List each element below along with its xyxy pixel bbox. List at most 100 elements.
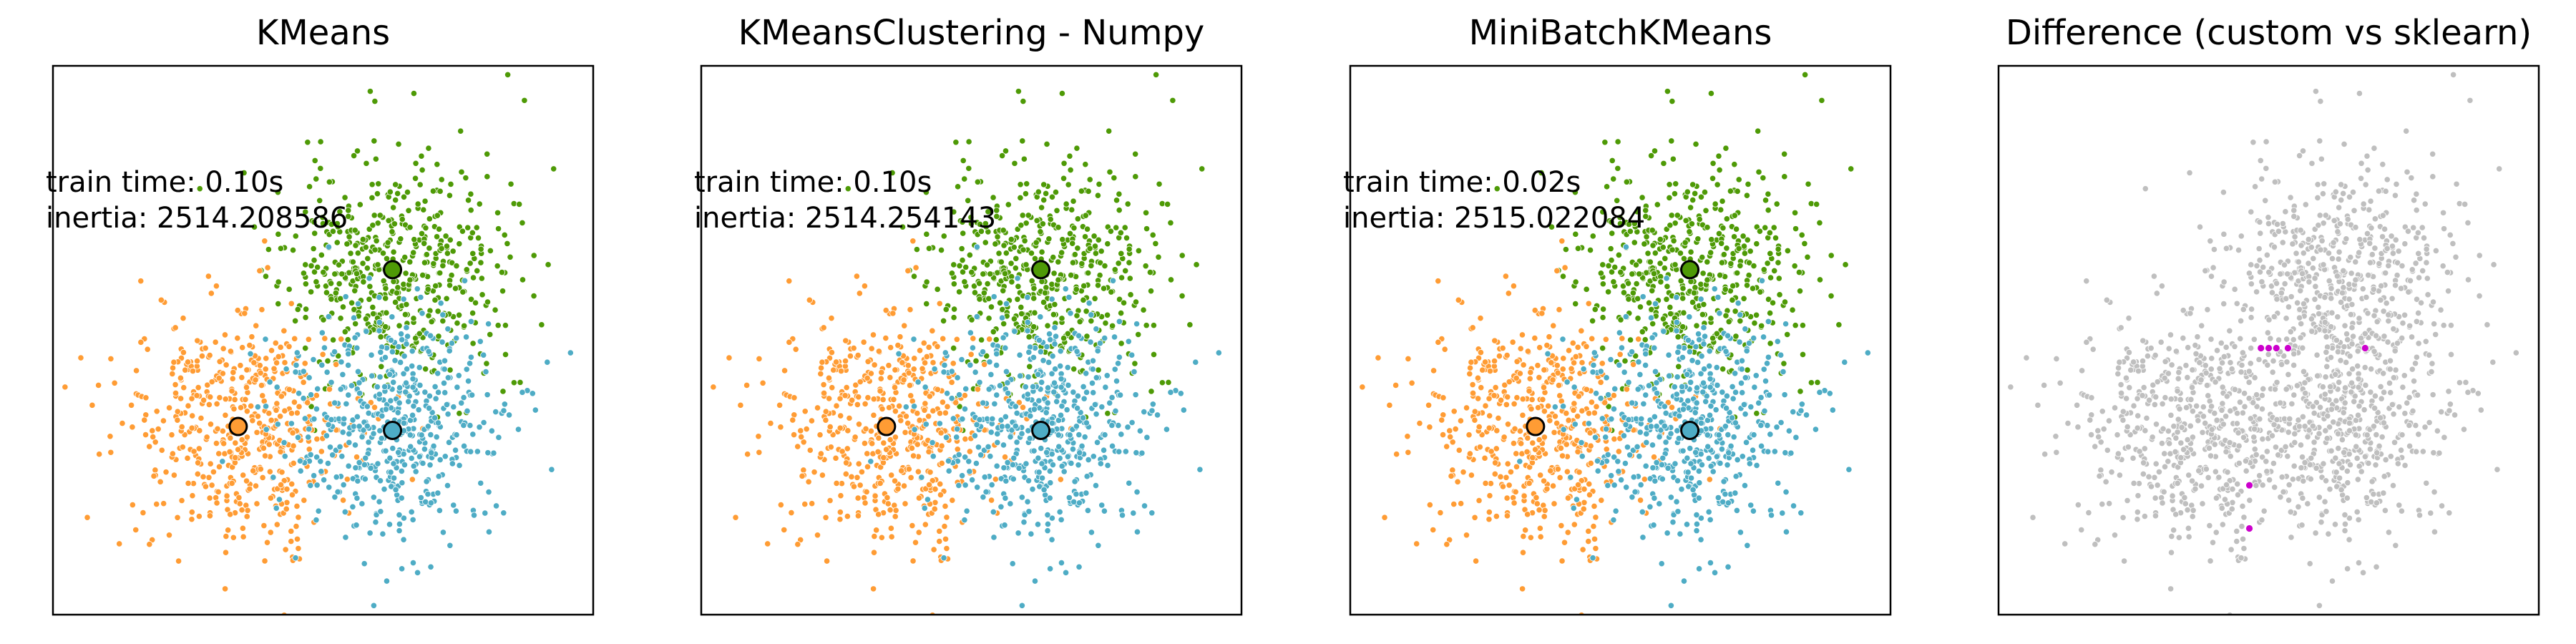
data-point <box>246 485 253 492</box>
data-point <box>1623 178 1630 185</box>
data-point <box>1103 372 1111 379</box>
data-point <box>107 433 114 440</box>
data-point <box>1040 181 1048 188</box>
data-point <box>1055 431 1062 439</box>
data-point <box>250 359 258 366</box>
data-point <box>1605 262 1612 270</box>
data-point <box>1583 286 1590 293</box>
data-point <box>2289 240 2296 248</box>
data-point <box>1755 127 1762 135</box>
data-point <box>1742 411 1749 418</box>
data-point <box>1571 384 1578 391</box>
data-point <box>246 341 253 349</box>
data-point <box>1686 228 1693 235</box>
data-point <box>1625 379 1632 386</box>
data-point <box>2251 183 2259 190</box>
data-point <box>1705 508 1712 516</box>
data-point <box>1116 353 1123 361</box>
data-point <box>1450 501 1458 508</box>
data-point <box>1634 315 1641 322</box>
data-point <box>755 433 762 440</box>
data-point <box>263 426 270 433</box>
data-point <box>281 359 288 366</box>
data-point <box>197 414 205 421</box>
data-point <box>1040 298 1048 306</box>
data-point <box>464 224 472 231</box>
data-point <box>260 444 267 452</box>
data-point <box>871 361 878 369</box>
data-point <box>434 489 441 497</box>
data-point <box>399 336 406 343</box>
data-point <box>463 366 470 373</box>
data-point <box>411 236 418 243</box>
data-point <box>1048 419 1056 426</box>
data-point <box>1735 245 1742 252</box>
data-point <box>450 404 457 411</box>
data-point <box>227 434 234 441</box>
data-point <box>1073 286 1080 293</box>
data-point <box>1799 351 1807 358</box>
data-point <box>1700 301 1707 308</box>
data-point <box>1485 516 1493 523</box>
data-point <box>456 462 463 469</box>
data-point <box>311 230 318 237</box>
data-point <box>1038 248 1045 255</box>
data-point <box>384 239 391 246</box>
data-point <box>1689 357 1696 364</box>
data-point <box>1090 389 1097 396</box>
data-point <box>1567 474 1574 481</box>
data-point <box>1527 534 1534 541</box>
data-point <box>1622 243 1630 250</box>
data-point <box>871 532 878 540</box>
data-point <box>1058 315 1065 322</box>
data-point <box>944 390 951 397</box>
data-point <box>410 249 417 256</box>
data-point <box>1018 303 1025 311</box>
data-point <box>1586 247 1594 254</box>
scatter-points <box>62 71 574 615</box>
data-point <box>455 311 463 318</box>
data-point <box>200 396 208 404</box>
data-point <box>206 494 213 502</box>
data-point <box>366 283 374 290</box>
data-point <box>399 565 406 572</box>
data-point <box>1044 511 1051 519</box>
data-point <box>1457 417 1465 424</box>
data-point <box>1471 416 1478 424</box>
data-point <box>992 476 999 483</box>
data-point <box>1545 402 1552 410</box>
data-point <box>317 165 324 172</box>
data-point <box>422 366 429 373</box>
data-point <box>1095 366 1102 374</box>
data-point <box>1492 384 1499 391</box>
data-point <box>1046 494 1053 502</box>
data-point <box>967 361 974 369</box>
data-point <box>1425 401 1433 409</box>
data-point <box>273 384 280 391</box>
data-point <box>910 273 918 280</box>
data-point <box>1753 240 1760 248</box>
data-point <box>364 403 371 410</box>
data-point <box>922 421 930 428</box>
data-point <box>252 376 259 384</box>
data-point <box>1179 252 1186 259</box>
data-point <box>921 504 928 512</box>
data-point <box>354 250 361 257</box>
data-point <box>296 457 304 464</box>
data-point <box>397 358 404 366</box>
data-point <box>1005 389 1012 397</box>
data-point <box>2351 207 2358 214</box>
data-point <box>1610 517 1617 524</box>
data-point <box>350 314 358 321</box>
data-point <box>449 248 457 255</box>
data-point <box>1587 459 1594 467</box>
data-point <box>1653 459 1660 467</box>
data-point <box>1624 280 1632 287</box>
data-point <box>1712 406 1719 414</box>
data-point <box>1618 477 1625 484</box>
data-point <box>1529 439 1536 447</box>
data-point <box>1687 474 1695 482</box>
data-point <box>2315 222 2322 229</box>
data-point <box>1812 426 1820 433</box>
data-point <box>1565 416 1572 424</box>
